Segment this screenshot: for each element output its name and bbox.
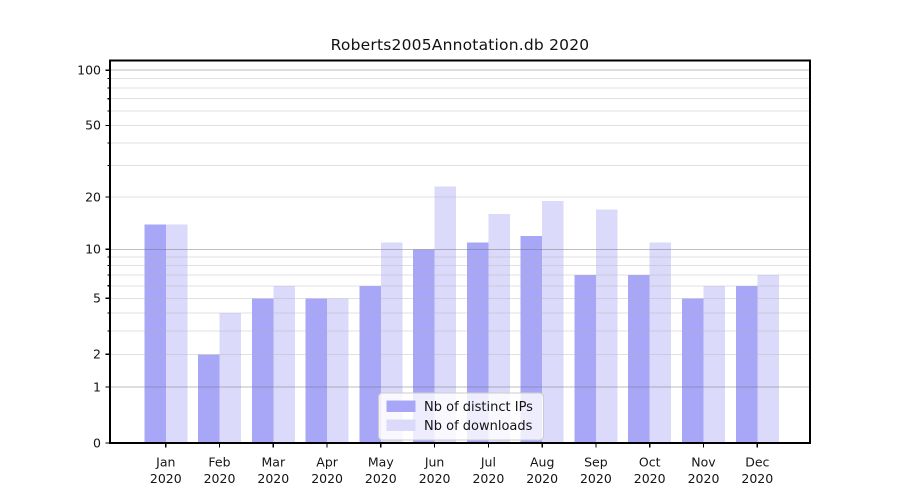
x-tick-label-month: Oct xyxy=(639,455,661,470)
y-tick-label: 5 xyxy=(93,291,101,306)
bar-downloads-sep xyxy=(595,209,618,443)
y-tick-label: 50 xyxy=(85,118,101,133)
bar-distinct-ips-apr xyxy=(305,298,328,443)
legend-swatch-distinct-ips xyxy=(386,400,416,412)
bar-distinct-ips-sep xyxy=(574,275,596,443)
bar-downloads-nov xyxy=(703,285,725,443)
bar-downloads-dec xyxy=(757,275,779,443)
bar-distinct-ips-nov xyxy=(681,298,704,443)
x-tick-label-year: 2020 xyxy=(419,471,451,486)
bar-distinct-ips-mar xyxy=(251,298,274,443)
bar-downloads-apr xyxy=(327,298,349,443)
legend-label-downloads: Nb of downloads xyxy=(424,419,533,434)
legend-swatch-downloads xyxy=(386,419,416,431)
x-tick-label-year: 2020 xyxy=(365,471,397,486)
gridlines-group xyxy=(111,69,809,388)
x-tick-label-month: Nov xyxy=(691,455,716,470)
legend-box xyxy=(378,392,544,441)
y-axis-group: 0 1 2 5 10 20 50 100 xyxy=(77,63,110,450)
bar-downloads-jun xyxy=(434,186,457,443)
x-tick-label-year: 2020 xyxy=(204,471,236,486)
x-tick-label-month: Sep xyxy=(584,455,608,470)
x-tick-label-year: 2020 xyxy=(526,471,558,486)
bar-distinct-ips-may xyxy=(359,285,381,443)
legend-label-distinct-ips: Nb of distinct IPs xyxy=(424,400,533,415)
x-tick-label-year: 2020 xyxy=(688,471,720,486)
x-tick-label-year: 2020 xyxy=(311,471,343,486)
x-tick-label-month: Apr xyxy=(316,455,338,470)
bar-downloads-jan xyxy=(165,224,188,443)
x-tick-label-year: 2020 xyxy=(741,471,773,486)
y-tick-label: 100 xyxy=(77,63,101,78)
x-tick-label-year: 2020 xyxy=(257,471,289,486)
x-tick-label-month: May xyxy=(368,455,394,470)
bar-distinct-ips-feb xyxy=(198,354,220,443)
bar-downloads-jul xyxy=(488,214,510,443)
bar-downloads-oct xyxy=(649,242,672,443)
bar-downloads-feb xyxy=(219,312,242,443)
bar-downloads-mar xyxy=(273,285,295,443)
y-tick-label: 20 xyxy=(85,189,101,204)
y-tick-label: 2 xyxy=(93,347,101,362)
plot-border xyxy=(109,59,811,444)
x-tick-label-month: Aug xyxy=(530,455,554,470)
bar-downloads-aug xyxy=(542,201,564,443)
x-tick-label-month: Jul xyxy=(480,455,496,470)
x-tick-label-month: Jun xyxy=(424,455,445,470)
x-tick-label-month: Feb xyxy=(208,455,230,470)
x-axis-group: Jan2020Feb2020Mar2020Apr2020May2020Jun20… xyxy=(150,443,773,486)
chart-title: Roberts2005Annotation.db 2020 xyxy=(330,36,590,54)
x-tick-label-month: Jan xyxy=(155,455,175,470)
bar-distinct-ips-oct xyxy=(628,275,650,443)
y-tick-label: 10 xyxy=(85,242,101,257)
legend: Nb of distinct IPs Nb of downloads xyxy=(378,392,544,441)
x-tick-label-month: Dec xyxy=(745,455,769,470)
x-tick-label-year: 2020 xyxy=(472,471,504,486)
x-tick-label-month: Mar xyxy=(262,455,286,470)
x-tick-label-year: 2020 xyxy=(580,471,612,486)
bar-distinct-ips-aug xyxy=(520,235,543,443)
y-tick-label: 0 xyxy=(93,435,101,450)
y-tick-label: 1 xyxy=(93,379,101,394)
x-tick-label-year: 2020 xyxy=(634,471,666,486)
x-tick-label-year: 2020 xyxy=(150,471,182,486)
bar-distinct-ips-jan xyxy=(144,224,166,443)
bar-distinct-ips-dec xyxy=(735,285,758,443)
